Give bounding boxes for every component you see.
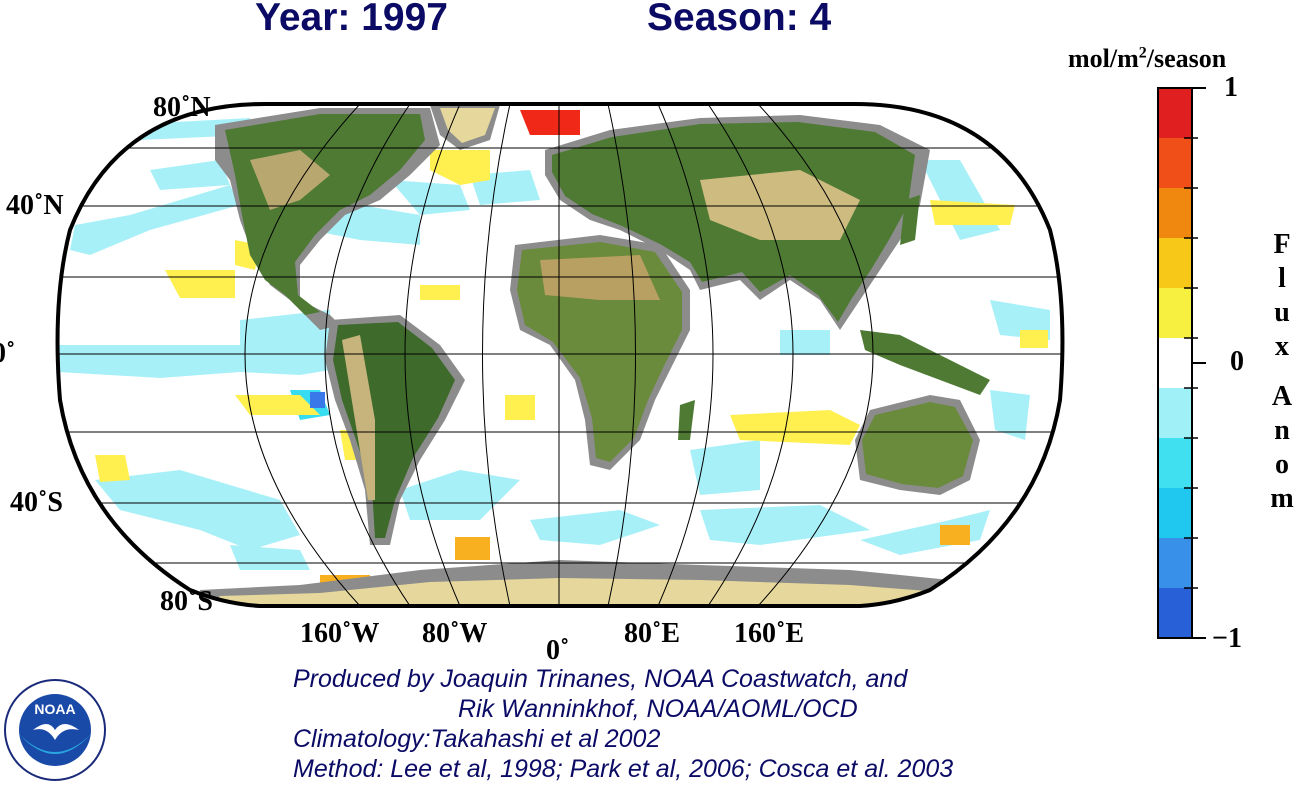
- anomaly-patch: [940, 525, 970, 545]
- colorbar-segment: [1158, 288, 1192, 339]
- colorbar: [1157, 87, 1206, 639]
- season-title: Season: 4: [647, 0, 832, 39]
- colorbar-title-flux: F l u x: [1273, 229, 1291, 362]
- colorbar-units: mol/m2/season: [1068, 44, 1227, 73]
- colorbar-segment: [1158, 188, 1192, 239]
- anomaly-patch: [520, 110, 580, 135]
- anomaly-patch: [235, 395, 320, 415]
- anomaly-patch: [150, 160, 230, 190]
- colorbar-segment: [1158, 138, 1192, 189]
- lat-label: 80˚S: [160, 586, 213, 617]
- lat-label: 40˚N: [6, 190, 64, 221]
- colorbar-mid-label: 0: [1230, 346, 1244, 377]
- anomaly-patch: [990, 390, 1030, 440]
- credits-line: Rik Wanninkhof, NOAA/AOML/OCD: [458, 695, 858, 723]
- andes-highland: [342, 335, 375, 500]
- year-title: Year: 1997: [255, 0, 449, 39]
- anomaly-patch: [455, 537, 490, 560]
- anomaly-patch: [95, 470, 300, 550]
- graticule: [57, 104, 1063, 606]
- anomaly-patch: [780, 330, 830, 355]
- antarctica-land: [210, 578, 950, 606]
- colorbar-min-label: −1: [1212, 623, 1242, 654]
- colorbar-segment: [1158, 388, 1192, 439]
- lat-label: 0˚: [0, 338, 16, 369]
- anomaly-patch: [730, 410, 860, 445]
- colorbar-segment: [1158, 88, 1192, 139]
- tibet-highland: [700, 170, 860, 240]
- lon-label: 80˚E: [624, 618, 680, 649]
- anomaly-patch: [430, 150, 490, 185]
- credits-line: Climatology:Takahashi et al 2002: [293, 725, 661, 753]
- anomaly-patch: [95, 455, 130, 482]
- anomaly-patch: [690, 440, 760, 495]
- map-border: [55, 102, 1065, 608]
- anomaly-patch: [310, 392, 325, 408]
- credits-line: Produced by Joaquin Trinanes, NOAA Coast…: [293, 665, 908, 693]
- colorbar-segment: [1158, 338, 1192, 389]
- anomaly-patch: [240, 310, 330, 345]
- credits-line: Method: Lee et al, 1998; Park et al, 200…: [293, 755, 954, 783]
- noaa-logo: NOAA: [4, 679, 106, 781]
- anomaly-patch: [530, 510, 660, 545]
- anomaly-patch: [700, 505, 870, 545]
- colorbar-segment: [1158, 438, 1192, 489]
- japan-land: [900, 195, 920, 245]
- anomaly-patch: [420, 285, 460, 300]
- anomaly-patch: [1020, 330, 1048, 348]
- colorbar-segment: [1158, 488, 1192, 539]
- colorbar-segment: [1158, 588, 1192, 639]
- credits: Produced by Joaquin Trinanes, NOAA Coast…: [293, 664, 953, 784]
- colorbar-max-label: 1: [1224, 72, 1238, 103]
- map-body: [57, 104, 1063, 606]
- madagascar-land: [678, 400, 695, 440]
- land-masses: [200, 105, 990, 606]
- anomaly-patch: [505, 395, 535, 420]
- svg-text:NOAA: NOAA: [34, 701, 75, 717]
- anomaly-patch: [70, 185, 240, 255]
- anomaly-patch: [58, 345, 330, 378]
- colorbar-segment: [1158, 538, 1192, 589]
- lon-label: 80˚W: [422, 618, 488, 649]
- north-america-highland: [250, 150, 330, 210]
- colorbar-segment: [1158, 238, 1192, 289]
- australia-land: [862, 402, 973, 488]
- lat-label: 40˚S: [10, 487, 63, 518]
- indonesia-land: [860, 330, 990, 395]
- lat-label: 80˚N: [153, 92, 211, 123]
- colorbar-title-anom: A n o m: [1270, 381, 1294, 514]
- anomaly-patch: [230, 545, 310, 570]
- greenland-land: [440, 108, 495, 143]
- lon-label: 0˚: [546, 635, 570, 666]
- lon-label: 160˚E: [734, 618, 804, 649]
- lon-label: 160˚W: [300, 618, 380, 649]
